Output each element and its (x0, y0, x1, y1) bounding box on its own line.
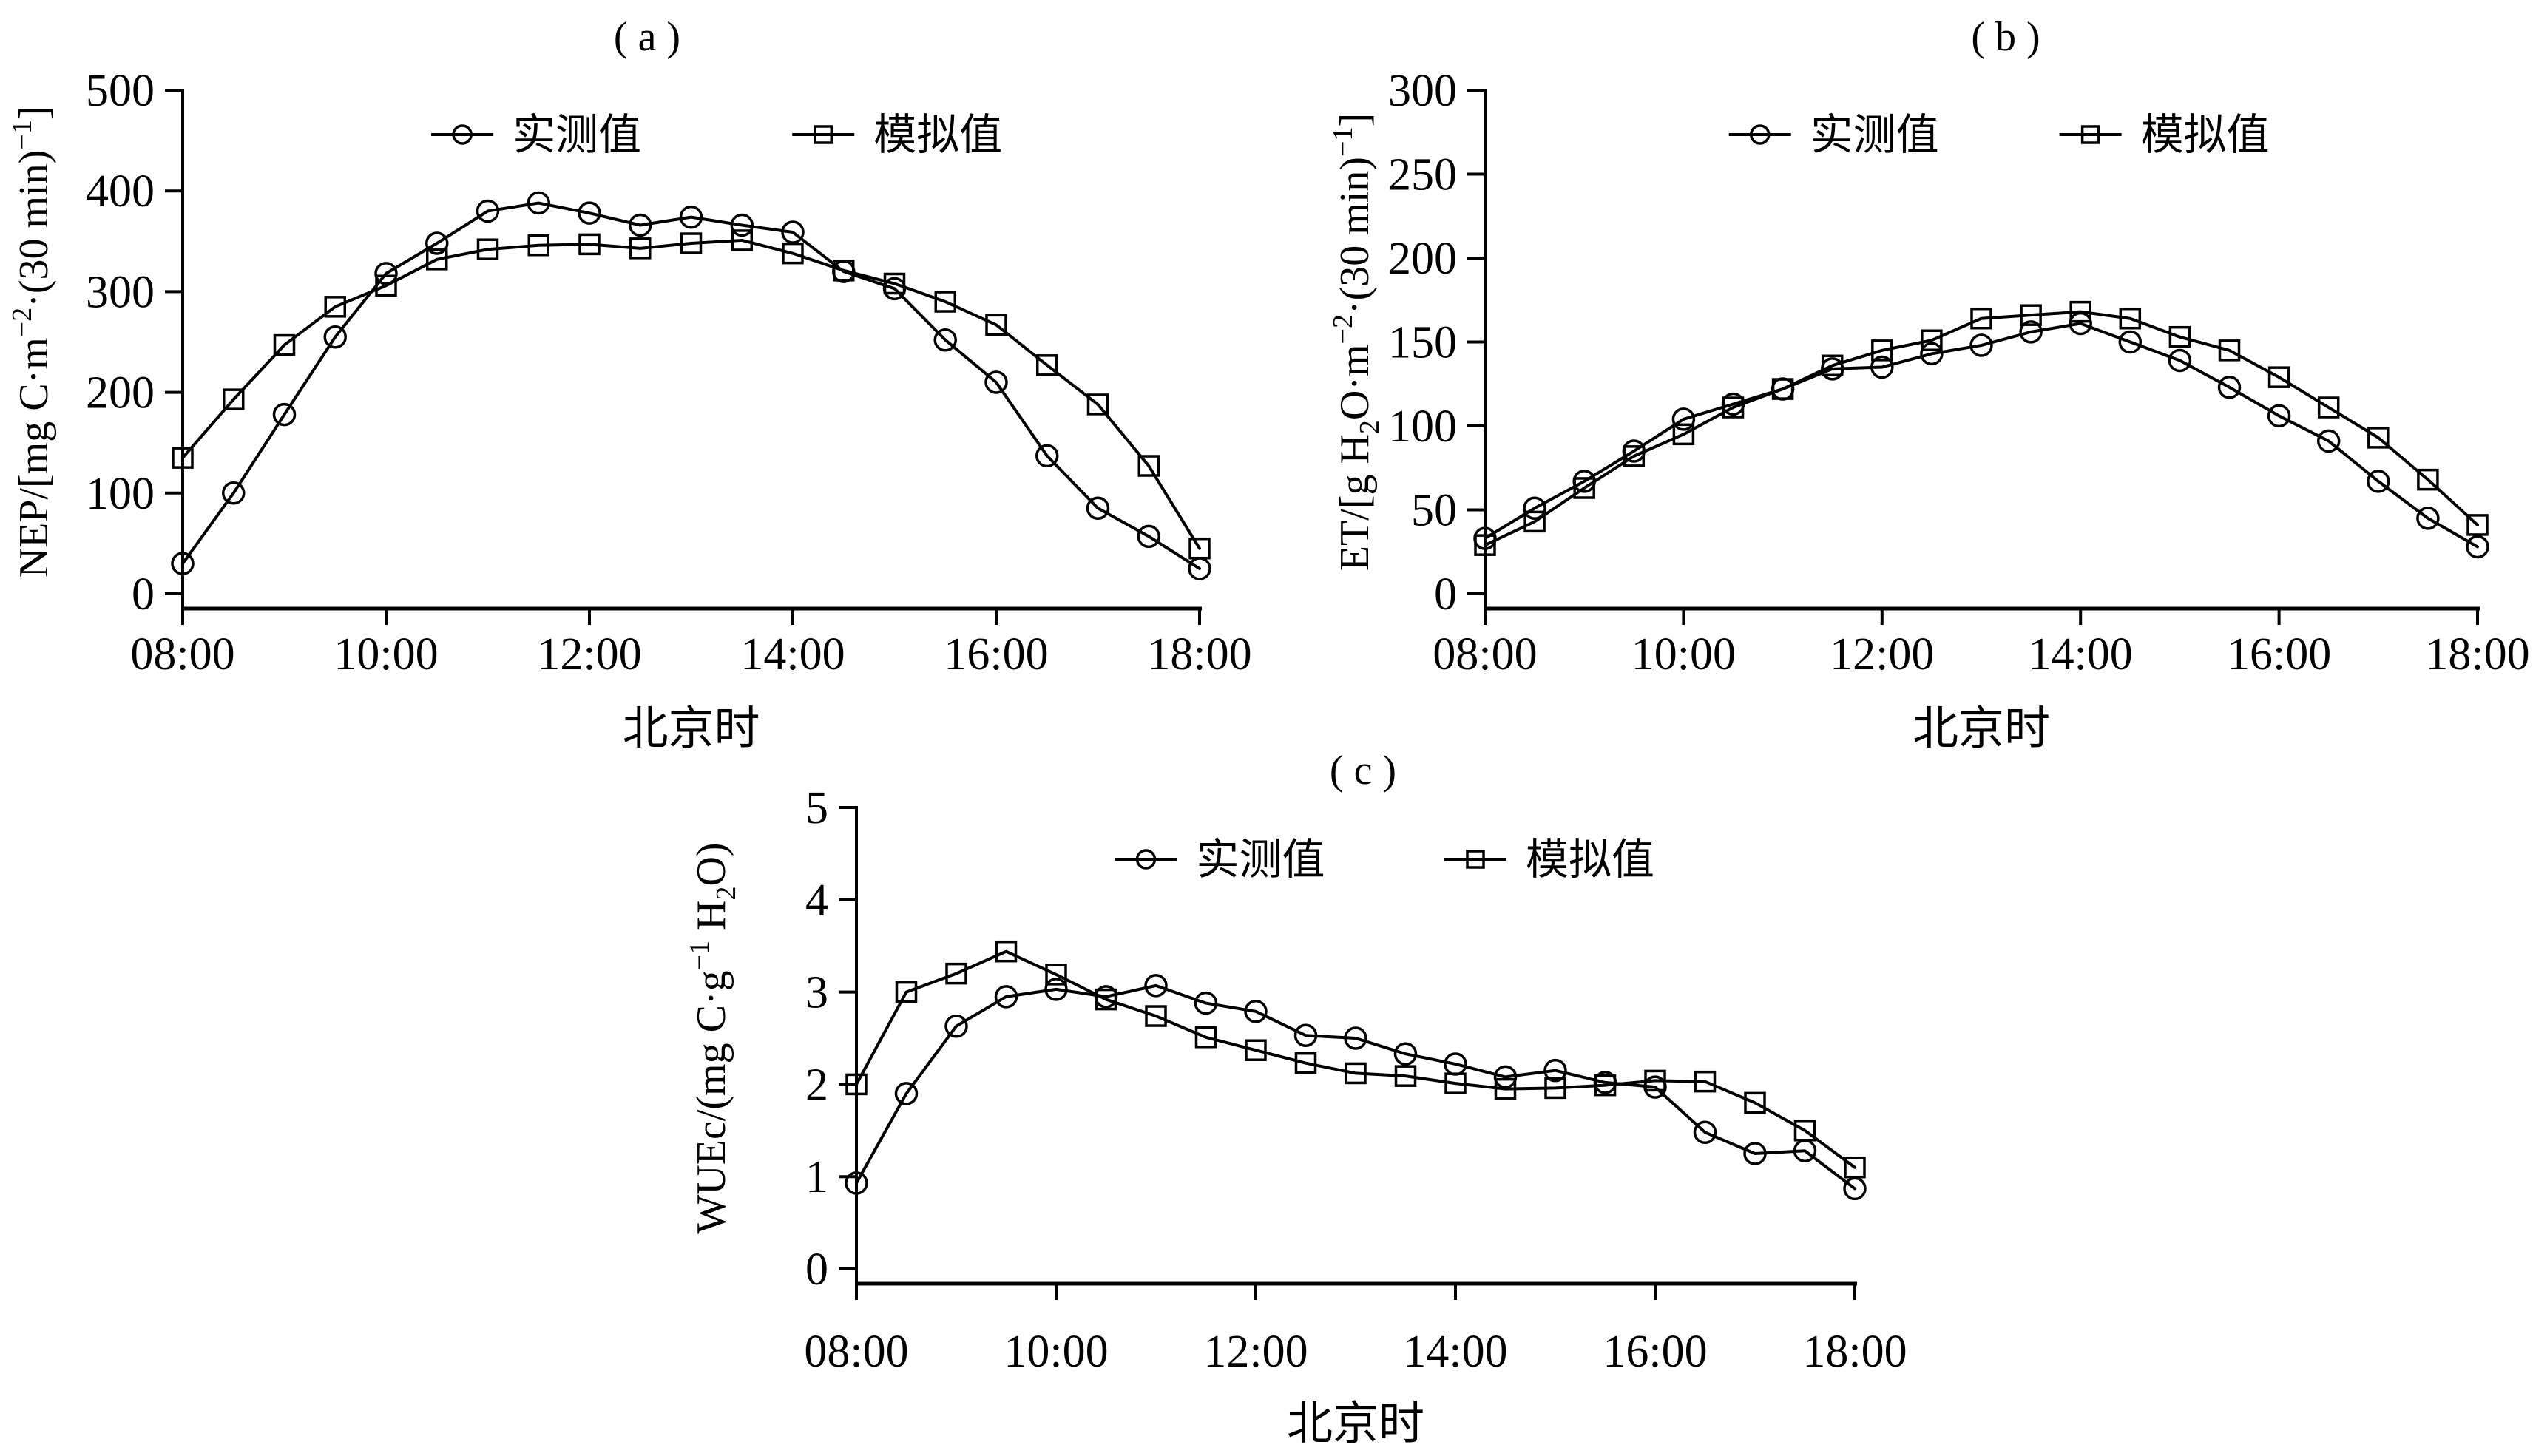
panel-title-b: ( b ) (1971, 14, 2040, 60)
y-tick-label: 4 (805, 876, 828, 926)
x-tick-label: 12:00 (537, 629, 641, 680)
y-tick-label: 200 (1388, 234, 1457, 284)
x-tick-label: 18:00 (2425, 629, 2529, 680)
legend-a: 实测值 模拟值 (431, 111, 1002, 159)
series-measured-b (1473, 311, 2489, 559)
y-tick-label: 0 (805, 1245, 828, 1295)
legend-entry-simulated: 模拟值 (2059, 111, 2270, 159)
y-tick-label: 50 (1411, 486, 1457, 536)
legend-label: 实测值 (513, 111, 641, 159)
x-tick-label: 14:00 (1403, 1327, 1507, 1377)
panel-title-c: ( c ) (1330, 748, 1396, 793)
legend-label: 实测值 (1810, 111, 1939, 159)
legend-entry-measured: 实测值 (1728, 111, 1939, 159)
x-axis-title-c: 北京时 (1287, 1399, 1424, 1449)
y-axis-b: 0 50 100 150 200 250 300 (1388, 66, 1487, 622)
series-simulated-a (172, 229, 1211, 560)
y-tick-label: 150 (1388, 318, 1457, 368)
legend-entry-simulated: 模拟值 (1444, 836, 1654, 884)
x-axis-title-a: 北京时 (622, 704, 760, 754)
y-axis-title-b: ET/[g H2O·m−2·(30 min)−1] (1328, 113, 1385, 571)
x-tick-label: 18:00 (1802, 1327, 1907, 1377)
y-tick-label: 300 (86, 267, 155, 317)
y-tick-label: 100 (86, 469, 155, 519)
y-tick-label: 200 (86, 368, 155, 419)
y-tick-label: 400 (86, 166, 155, 217)
y-tick-label: 250 (1388, 150, 1457, 200)
x-tick-label: 08:00 (1433, 629, 1537, 680)
legend-entry-simulated: 模拟值 (792, 111, 1002, 159)
legend-label: 模拟值 (1526, 836, 1654, 884)
panel-title-a: ( a ) (614, 14, 680, 60)
x-axis-c: 08:00 10:00 12:00 14:00 16:00 18:00 (804, 1281, 1907, 1377)
legend-entry-measured: 实测值 (1115, 836, 1325, 884)
series-simulated-c (845, 940, 1866, 1179)
y-axis-title-c: WUEc/(mg C·g−1 H2O) (684, 842, 742, 1233)
series-simulated-b (1474, 300, 2489, 556)
series-measured-a (171, 191, 1211, 580)
y-tick-label: 100 (1388, 402, 1457, 452)
y-tick-label: 1 (805, 1152, 828, 1202)
legend-entry-measured: 实测值 (431, 111, 641, 159)
y-tick-label: 500 (86, 66, 155, 116)
x-axis-title-b: 北京时 (1913, 704, 2050, 754)
legend-label: 模拟值 (2141, 111, 2270, 159)
x-tick-label: 16:00 (2227, 629, 2331, 680)
chart-panel-c: ( c ) 0 1 2 3 4 5 WUEc/(mg C·g−1 H2O) 08:00 10:00… (684, 748, 1907, 1449)
y-tick-label: 0 (1434, 569, 1457, 620)
x-tick-label: 16:00 (944, 629, 1048, 680)
legend-label: 实测值 (1197, 836, 1325, 884)
y-axis-c: 0 1 2 3 4 5 (805, 783, 858, 1297)
legend-b: 实测值 模拟值 (1728, 111, 2270, 159)
y-tick-label: 0 (132, 569, 155, 620)
x-axis-b: 08:00 10:00 12:00 14:00 16:00 18:00 (1433, 606, 2530, 680)
y-tick-label: 3 (805, 968, 828, 1018)
y-tick-label: 300 (1388, 66, 1457, 116)
legend-label: 模拟值 (873, 111, 1002, 159)
x-tick-label: 10:00 (1004, 1327, 1108, 1377)
x-tick-label: 12:00 (1830, 629, 1934, 680)
legend-c: 实测值 模拟值 (1115, 836, 1654, 884)
x-tick-label: 14:00 (2029, 629, 2133, 680)
y-tick-label: 5 (805, 783, 828, 833)
x-tick-label: 10:00 (334, 629, 438, 680)
x-tick-label: 18:00 (1147, 629, 1251, 680)
x-tick-label: 08:00 (130, 629, 234, 680)
y-tick-label: 2 (805, 1060, 828, 1110)
y-axis-a: 0 100 200 300 400 500 (86, 66, 184, 622)
chart-panel-a: ( a ) 0 100 200 300 400 500 NEP/[mg C·m−2·(30 m… (7, 14, 1252, 754)
x-axis-a: 08:00 10:00 12:00 14:00 16:00 18:00 (130, 606, 1252, 680)
y-axis-title-a: NEP/[mg C·m−2·(30 min)−1] (7, 106, 57, 578)
series-measured-c (845, 974, 1867, 1201)
x-tick-label: 08:00 (804, 1327, 908, 1377)
x-tick-label: 10:00 (1631, 629, 1736, 680)
x-tick-label: 12:00 (1203, 1327, 1308, 1377)
x-tick-label: 14:00 (740, 629, 845, 680)
x-tick-label: 16:00 (1603, 1327, 1707, 1377)
